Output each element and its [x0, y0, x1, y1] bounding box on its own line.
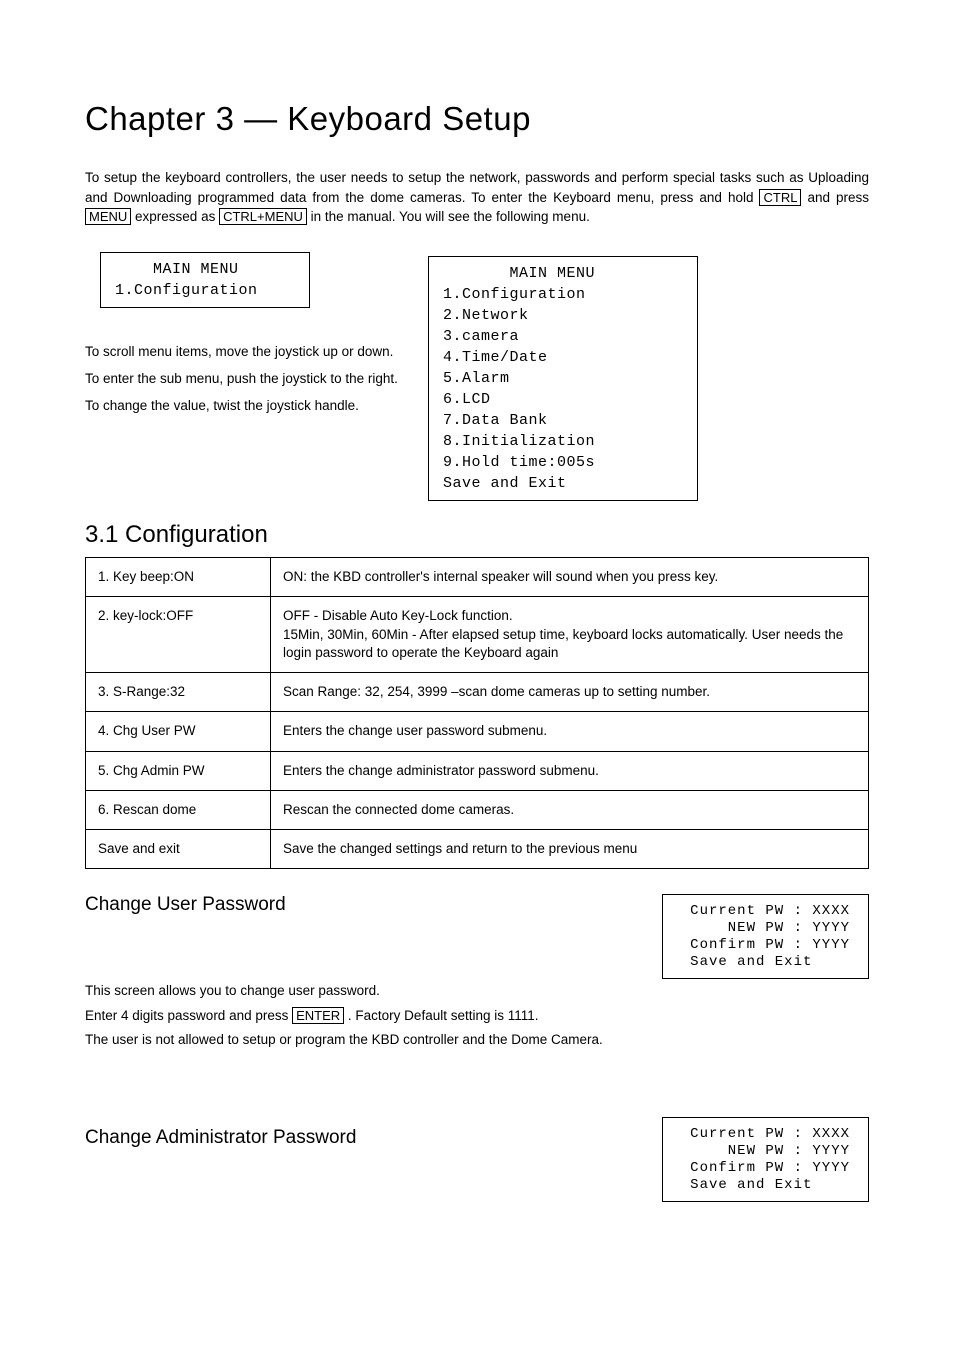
joystick-notes: To scroll menu items, move the joystick … — [85, 338, 398, 419]
lcd-admin-pw: Current PW : XXXX NEW PW : YYYY Confirm … — [662, 1117, 869, 1202]
config-desc: Scan Range: 32, 254, 3999 –scan dome cam… — [271, 673, 869, 712]
user-pw-text: Enter 4 digits password and press ENTER … — [85, 1004, 869, 1028]
table-row: 6. Rescan domeRescan the connected dome … — [86, 790, 869, 829]
config-desc: Enters the change administrator password… — [271, 751, 869, 790]
user-pw-text-part: . Factory Default setting is 1111. — [344, 1008, 538, 1023]
key-enter: ENTER — [292, 1007, 344, 1024]
table-row: 4. Chg User PWEnters the change user pas… — [86, 712, 869, 751]
config-desc: OFF - Disable Auto Key-Lock function. 15… — [271, 597, 869, 673]
table-row: Save and exitSave the changed settings a… — [86, 830, 869, 869]
key-ctrl-menu: CTRL+MENU — [219, 208, 307, 225]
user-pw-text-part: Enter 4 digits password and press — [85, 1008, 292, 1023]
config-item: 4. Chg User PW — [86, 712, 271, 751]
key-ctrl: CTRL — [759, 189, 801, 206]
joystick-note: To scroll menu items, move the joystick … — [85, 338, 398, 365]
config-desc: ON: the KBD controller's internal speake… — [271, 558, 869, 597]
user-pw-text: This screen allows you to change user pa… — [85, 979, 869, 1003]
config-item: 1. Key beep:ON — [86, 558, 271, 597]
section-title: 3.1 Configuration — [85, 521, 869, 549]
intro-paragraph: To setup the keyboard controllers, the u… — [85, 168, 869, 227]
config-desc: Save the changed settings and return to … — [271, 830, 869, 869]
config-item: 2. key-lock:OFF — [86, 597, 271, 673]
intro-text: To setup the keyboard controllers, the u… — [85, 170, 869, 205]
config-desc: Rescan the connected dome cameras. — [271, 790, 869, 829]
joystick-note: To change the value, twist the joystick … — [85, 392, 398, 419]
config-item: Save and exit — [86, 830, 271, 869]
intro-text: and press — [801, 190, 869, 205]
chapter-title: Chapter 3 — Keyboard Setup — [85, 100, 869, 138]
table-row: 5. Chg Admin PWEnters the change adminis… — [86, 751, 869, 790]
change-user-pw-title: Change User Password — [85, 894, 622, 916]
joystick-note: To enter the sub menu, push the joystick… — [85, 365, 398, 392]
table-row: 1. Key beep:ONON: the KBD controller's i… — [86, 558, 869, 597]
intro-text: expressed as — [131, 209, 219, 224]
intro-text: in the manual. You will see the followin… — [307, 209, 590, 224]
config-desc: Enters the change user password submenu. — [271, 712, 869, 751]
key-menu: MENU — [85, 208, 131, 225]
lcd-user-pw: Current PW : XXXX NEW PW : YYYY Confirm … — [662, 894, 869, 979]
config-item: 3. S-Range:32 — [86, 673, 271, 712]
table-row: 2. key-lock:OFFOFF - Disable Auto Key-Lo… — [86, 597, 869, 673]
lcd-main-menu-short: MAIN MENU 1.Configuration — [100, 252, 310, 308]
config-item: 5. Chg Admin PW — [86, 751, 271, 790]
user-pw-text: The user is not allowed to setup or prog… — [85, 1028, 869, 1052]
lcd-main-menu-full: MAIN MENU 1.Configuration 2.Network 3.ca… — [428, 256, 698, 501]
table-row: 3. S-Range:32Scan Range: 32, 254, 3999 –… — [86, 673, 869, 712]
change-admin-pw-title: Change Administrator Password — [85, 1127, 622, 1149]
configuration-table: 1. Key beep:ONON: the KBD controller's i… — [85, 557, 869, 869]
config-item: 6. Rescan dome — [86, 790, 271, 829]
